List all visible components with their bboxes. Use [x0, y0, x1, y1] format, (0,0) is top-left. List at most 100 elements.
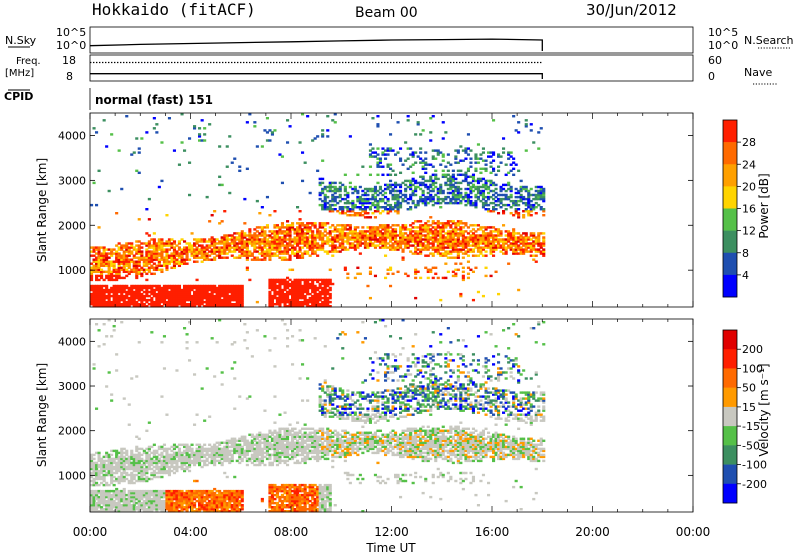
power-cell: [384, 277, 387, 279]
power-cell: [100, 275, 103, 277]
power-cell: [384, 158, 387, 160]
power-cell: [517, 170, 520, 172]
power-cell: [339, 186, 342, 188]
power-cell: [474, 168, 477, 170]
power-cell: [324, 194, 327, 196]
power-cell: [140, 246, 143, 248]
power-cell: [266, 226, 269, 228]
power-cell: [419, 147, 422, 149]
power-cell: [113, 265, 116, 267]
velocity-cell: [145, 430, 148, 432]
power-cell: [485, 164, 488, 166]
power-cell: [392, 149, 395, 151]
power-cell: [495, 174, 498, 176]
power-cell: [118, 149, 121, 151]
power-cell: [530, 129, 533, 131]
power-cell: [397, 271, 400, 273]
power-cell: [459, 192, 462, 194]
power-cell: [414, 151, 417, 153]
power-cell: [329, 269, 332, 271]
velocity-cell: [138, 438, 141, 440]
power-cell: [256, 301, 259, 303]
power-cell: [510, 186, 513, 188]
power-cell: [542, 196, 545, 198]
power-cell: [233, 158, 236, 160]
power-cell: [211, 214, 214, 216]
velocity-cell: [163, 335, 166, 337]
power-cell: [417, 271, 420, 273]
nsky-series-line: [90, 39, 542, 51]
power-cell: [442, 153, 445, 155]
power-cell: [203, 133, 206, 135]
power-cell: [419, 133, 422, 135]
power-cell: [329, 293, 332, 295]
power-cell: [238, 166, 241, 168]
power-cell: [359, 186, 362, 188]
power-cell: [183, 149, 186, 151]
power-cell: [93, 182, 96, 184]
power-cell: [326, 129, 329, 131]
power-cell: [454, 275, 457, 277]
power-cell: [321, 129, 324, 131]
power-cell: [512, 115, 515, 117]
power-cell: [160, 180, 163, 182]
power-cell: [354, 186, 357, 188]
nsky-tick-bottom: 10^0: [56, 39, 86, 52]
power-cell: [226, 166, 229, 168]
power-cell: [472, 299, 475, 301]
power-cell: [537, 131, 540, 133]
power-cell: [359, 273, 362, 275]
power-cell: [248, 228, 251, 230]
power-cell: [525, 149, 528, 151]
power-cell: [243, 222, 246, 224]
power-cell: [394, 186, 397, 188]
power-cell: [537, 234, 540, 236]
power-cell: [148, 234, 151, 236]
power-cell: [186, 255, 189, 257]
power-cell: [356, 226, 359, 228]
power-cell: [427, 220, 430, 222]
power-cell: [389, 164, 392, 166]
nave-tick-bottom: 0: [708, 70, 715, 83]
power-cell: [535, 212, 538, 214]
power-cell: [118, 242, 121, 244]
power-cell: [392, 170, 395, 172]
power-cell: [369, 271, 372, 273]
power-cell: [417, 155, 420, 157]
power-cell: [517, 121, 520, 123]
power-cell: [384, 192, 387, 194]
power-cell: [108, 190, 111, 192]
power-cell: [457, 255, 460, 257]
power-cell: [389, 174, 392, 176]
power-cell: [437, 178, 440, 180]
power-cell: [502, 147, 505, 149]
power-cell: [474, 206, 477, 208]
power-cell: [537, 147, 540, 149]
power-cell: [409, 206, 412, 208]
power-cell: [258, 212, 261, 214]
power-cell: [530, 214, 533, 216]
power-cell: [128, 265, 131, 267]
power-cell: [266, 117, 269, 119]
power-cell: [389, 204, 392, 206]
power-cell: [213, 210, 216, 212]
power-cell: [429, 131, 432, 133]
power-cell: [301, 180, 304, 182]
power-cell: [404, 273, 407, 275]
date-title: 30/Jun/2012: [586, 1, 677, 19]
velocity-cell: [173, 444, 176, 446]
velocity-cell: [93, 367, 96, 369]
power-ytick-label: 4000: [58, 129, 86, 142]
velocity-heatmap-data: [90, 319, 545, 512]
power-cell: [510, 194, 513, 196]
power-cell: [459, 170, 462, 172]
power-cell: [462, 271, 465, 273]
power-cell: [535, 261, 538, 263]
power-cell: [268, 214, 271, 216]
power-cell: [153, 117, 156, 119]
power-cell: [429, 194, 432, 196]
power-cell: [467, 153, 470, 155]
power-cell: [158, 186, 161, 188]
power-cell: [542, 244, 545, 246]
power-cell: [193, 125, 196, 127]
